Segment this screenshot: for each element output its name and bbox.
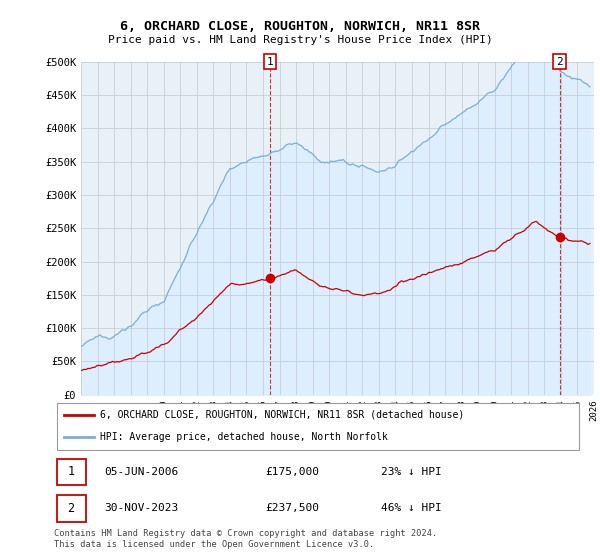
Bar — [561, 62, 594, 395]
Text: 05-JUN-2006: 05-JUN-2006 — [104, 467, 178, 477]
FancyBboxPatch shape — [56, 459, 86, 485]
Text: 2: 2 — [556, 57, 563, 67]
Text: 23% ↓ HPI: 23% ↓ HPI — [382, 467, 442, 477]
Text: 46% ↓ HPI: 46% ↓ HPI — [382, 503, 442, 513]
Text: HPI: Average price, detached house, North Norfolk: HPI: Average price, detached house, Nort… — [100, 432, 388, 442]
Text: 1: 1 — [68, 465, 75, 478]
Text: 2: 2 — [68, 502, 75, 515]
Text: Contains HM Land Registry data © Crown copyright and database right 2024.
This d: Contains HM Land Registry data © Crown c… — [54, 529, 437, 549]
Text: £237,500: £237,500 — [265, 503, 319, 513]
Text: 6, ORCHARD CLOSE, ROUGHTON, NORWICH, NR11 8SR: 6, ORCHARD CLOSE, ROUGHTON, NORWICH, NR1… — [120, 20, 480, 32]
Text: Price paid vs. HM Land Registry's House Price Index (HPI): Price paid vs. HM Land Registry's House … — [107, 35, 493, 45]
Text: 6, ORCHARD CLOSE, ROUGHTON, NORWICH, NR11 8SR (detached house): 6, ORCHARD CLOSE, ROUGHTON, NORWICH, NR1… — [100, 410, 465, 420]
FancyBboxPatch shape — [56, 403, 580, 450]
FancyBboxPatch shape — [56, 495, 86, 521]
Text: 1: 1 — [267, 57, 274, 67]
Text: £175,000: £175,000 — [265, 467, 319, 477]
Text: 30-NOV-2023: 30-NOV-2023 — [104, 503, 178, 513]
